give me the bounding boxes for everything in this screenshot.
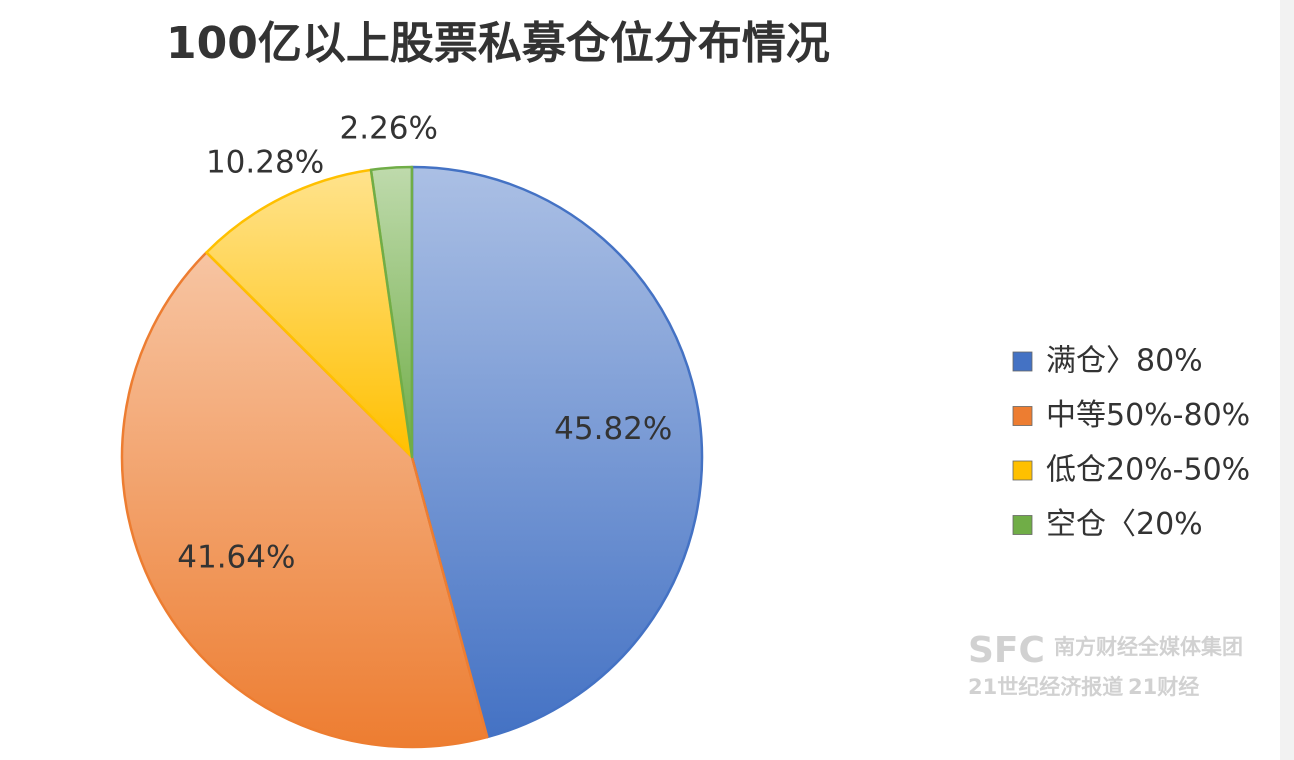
pie-slice [120, 251, 489, 749]
pie-slice [410, 165, 704, 739]
watermark-app: 21财经 [1128, 675, 1199, 699]
pie-slice [369, 165, 414, 459]
watermark-group: 南方财经全媒体集团 [1054, 635, 1243, 659]
chart-title: 100亿以上股票私募仓位分布情况 [166, 18, 830, 69]
legend-swatch [1012, 460, 1033, 481]
watermark-paper: 21世纪经济报道 [968, 675, 1123, 699]
watermark: SFC 南方财经全媒体集团 21世纪经济报道 21财经 [968, 630, 1243, 699]
legend-label: 低仓20%-50% [1046, 453, 1250, 488]
legend-swatch [1012, 515, 1033, 535]
legend-label: 满仓〉80% [1046, 344, 1203, 379]
legend-swatch [1012, 351, 1033, 372]
legend-swatch [1012, 406, 1033, 426]
data-label: 45.82% [554, 411, 672, 447]
edge-shadow [1280, 0, 1294, 760]
pie-slice [205, 168, 414, 459]
watermark-logo: SFC [968, 630, 1045, 671]
data-label: 10.28% [206, 145, 324, 181]
legend-label: 空仓〈20% [1046, 507, 1203, 542]
data-label: 2.26% [340, 111, 438, 147]
legend-label: 中等50%-80% [1046, 398, 1250, 433]
data-label: 41.64% [177, 539, 295, 575]
